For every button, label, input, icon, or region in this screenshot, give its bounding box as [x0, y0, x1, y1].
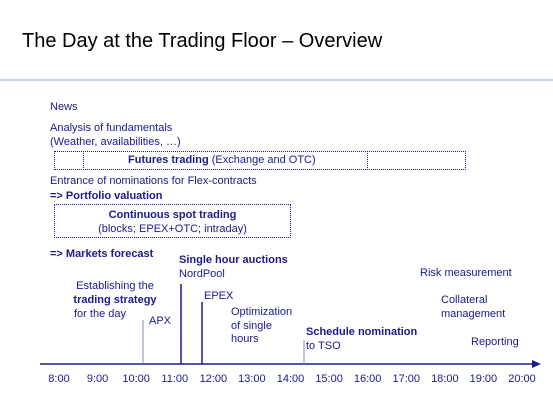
page-title: The Day at the Trading Floor – Overview	[22, 30, 383, 52]
single-hour-auctions-label: Single hour auctions	[179, 254, 288, 266]
fundamentals-detail: (Weather, availabilities, …)	[50, 136, 181, 148]
markets-forecast-label: => Markets forecast	[50, 248, 154, 260]
strategy-line3: for the day	[74, 308, 126, 320]
optimization-line2: of single	[231, 320, 272, 332]
risk-measurement-label: Risk measurement	[420, 267, 512, 279]
timeline-tick-label: 20:00	[508, 373, 536, 385]
timeline-arrowhead	[532, 360, 541, 368]
strategy-line2: trading strategy	[73, 294, 157, 306]
spot-trading-box: Continuous spot trading (blocks; EPEX+OT…	[54, 204, 291, 238]
news-label: News	[50, 101, 78, 113]
futures-inner-box: Futures trading (Exchange and OTC)	[83, 151, 368, 170]
fundamentals-label: Analysis of fundamentals	[50, 122, 173, 134]
timeline-tick-label: 9:00	[86, 373, 109, 385]
collateral-line2: management	[441, 308, 506, 320]
collateral-line1: Collateral	[441, 294, 488, 306]
schedule-nomination-label: Schedule nomination	[306, 326, 418, 338]
timeline-tick-label: 19:00	[469, 373, 498, 385]
flex-nominations-label: Entrance of nominations for Flex-contrac…	[50, 175, 257, 187]
strategy-line1: Establishing the	[76, 280, 154, 292]
reporting-label: Reporting	[471, 336, 519, 348]
timeline-tick-label: 18:00	[431, 373, 459, 385]
futures-label: Futures trading (Exchange and OTC)	[128, 154, 316, 167]
timeline-tick-label: 14:00	[276, 373, 305, 385]
spot-trading-title: Continuous spot trading	[108, 209, 237, 221]
optimization-line1: Optimization	[231, 306, 293, 318]
title-divider	[0, 79, 553, 81]
nordpool-label: NordPool	[179, 268, 225, 280]
apx-label: APX	[149, 315, 172, 327]
timeline-tick-label: 15:00	[315, 373, 343, 385]
futures-label-bold: Futures trading	[128, 154, 209, 166]
timeline-tick-label: 17:00	[392, 373, 421, 385]
futures-label-rest: (Exchange and OTC)	[208, 154, 316, 166]
timeline-tick-label: 10:00	[122, 373, 150, 385]
timeline-tick-label: 12:00	[199, 373, 228, 385]
timeline-tick-label: 11:00	[161, 373, 189, 385]
optimization-line3: hours	[231, 333, 259, 345]
timeline-tick-label: 8:00	[48, 373, 70, 385]
portfolio-valuation-label: => Portfolio valuation	[50, 190, 163, 202]
timeline-tick-label: 16:00	[353, 373, 382, 385]
epex-label: EPEX	[204, 290, 234, 302]
timeline-tick-label: 13:00	[238, 373, 266, 385]
spot-trading-detail: (blocks; EPEX+OTC; intraday)	[98, 223, 247, 235]
to-tso-label: to TSO	[306, 340, 341, 352]
